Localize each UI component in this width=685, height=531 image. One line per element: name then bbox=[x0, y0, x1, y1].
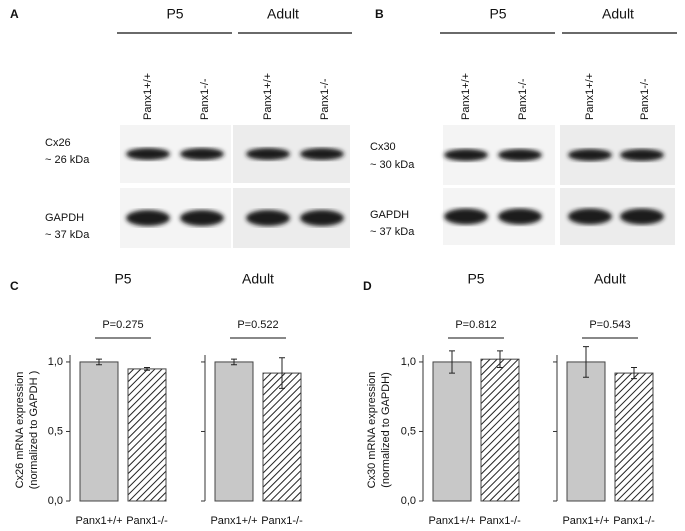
panel-label: D bbox=[363, 279, 372, 293]
lane-label: Panx1+/+ bbox=[584, 73, 596, 120]
x-tick-label: Panx1-/- bbox=[479, 515, 521, 527]
size-label: ~ 30 kDa bbox=[370, 159, 415, 171]
protein-label: Cx30 bbox=[370, 141, 396, 153]
x-tick-label: Panx1+/+ bbox=[75, 515, 122, 527]
blot-band bbox=[180, 148, 224, 160]
group-label: Adult bbox=[602, 6, 634, 22]
blot-band bbox=[246, 148, 290, 160]
chart-title: P5 bbox=[467, 271, 484, 287]
panel-label: C bbox=[10, 279, 19, 293]
bar bbox=[480, 358, 520, 502]
bar bbox=[214, 361, 254, 502]
x-tick-label: Panx1+/+ bbox=[210, 515, 257, 527]
x-tick-label: Panx1-/- bbox=[126, 515, 168, 527]
y-axis-label: (normalized to GAPDH) bbox=[380, 372, 392, 488]
group-label: P5 bbox=[489, 6, 506, 22]
blot-band bbox=[620, 149, 664, 161]
lane-label: Panx1+/+ bbox=[460, 73, 472, 120]
x-tick-label: Panx1+/+ bbox=[428, 515, 475, 527]
blot-band bbox=[246, 210, 290, 226]
error-bar bbox=[583, 346, 589, 378]
p-value: P=0.275 bbox=[102, 319, 143, 331]
bar bbox=[614, 372, 654, 502]
blot-band bbox=[444, 149, 488, 161]
lane-label: Panx1-/- bbox=[517, 78, 529, 120]
error-bar bbox=[279, 357, 285, 389]
chart-title: Adult bbox=[594, 271, 626, 287]
blot-band bbox=[498, 149, 542, 161]
bar bbox=[79, 361, 119, 502]
blot-band bbox=[498, 208, 542, 225]
error-bar bbox=[449, 350, 455, 374]
group-label: Adult bbox=[267, 6, 299, 22]
group-label: P5 bbox=[166, 6, 183, 22]
y-axis-label: (normalized to GAPDH ) bbox=[28, 371, 40, 490]
error-bar bbox=[497, 350, 503, 369]
blot-band bbox=[126, 148, 170, 160]
blot-band bbox=[180, 210, 224, 226]
lane-label: Panx1-/- bbox=[319, 78, 331, 120]
x-tick-label: Panx1-/- bbox=[261, 515, 303, 527]
error-bar bbox=[631, 367, 637, 380]
chart-title: Adult bbox=[242, 271, 274, 287]
blot-band bbox=[620, 208, 664, 225]
x-tick-label: Panx1+/+ bbox=[562, 515, 609, 527]
size-label: ~ 37 kDa bbox=[45, 229, 90, 241]
y-tick-label: 0,0 bbox=[401, 495, 416, 507]
blot-band bbox=[444, 208, 488, 225]
size-label: ~ 26 kDa bbox=[45, 154, 90, 166]
p-value: P=0.543 bbox=[589, 319, 630, 331]
error-bar bbox=[96, 358, 102, 366]
lane-label: Panx1+/+ bbox=[262, 73, 274, 120]
error-bar bbox=[144, 367, 150, 371]
p-value: P=0.522 bbox=[237, 319, 278, 331]
y-axis-label: Cx26 mRNA expression bbox=[14, 372, 26, 489]
error-bar bbox=[231, 358, 237, 366]
panel-label: A bbox=[10, 7, 19, 21]
blot-band bbox=[568, 149, 612, 161]
bar bbox=[432, 361, 472, 502]
lane-label: Panx1-/- bbox=[199, 78, 211, 120]
y-tick-label: 1,0 bbox=[48, 356, 63, 368]
protein-label: GAPDH bbox=[45, 212, 84, 224]
x-tick-label: Panx1-/- bbox=[613, 515, 655, 527]
y-tick-label: 0,5 bbox=[48, 425, 63, 437]
bar bbox=[127, 368, 167, 502]
y-tick-label: 0,0 bbox=[48, 495, 63, 507]
lane-label: Panx1-/- bbox=[639, 78, 651, 120]
panel-label: B bbox=[375, 7, 384, 21]
blot-band bbox=[300, 148, 344, 160]
y-tick-label: 1,0 bbox=[401, 356, 416, 368]
blot-band bbox=[568, 208, 612, 225]
bar bbox=[566, 361, 606, 502]
lane-label: Panx1+/+ bbox=[142, 73, 154, 120]
protein-label: GAPDH bbox=[370, 209, 409, 221]
protein-label: Cx26 bbox=[45, 137, 71, 149]
p-value: P=0.812 bbox=[455, 319, 496, 331]
y-tick-label: 0,5 bbox=[401, 425, 416, 437]
bar bbox=[262, 372, 302, 502]
blot-band bbox=[300, 210, 344, 226]
blot-band bbox=[126, 210, 170, 226]
size-label: ~ 37 kDa bbox=[370, 226, 415, 238]
chart-title: P5 bbox=[114, 271, 131, 287]
y-axis-label: Cx30 mRNA expression bbox=[366, 372, 378, 489]
